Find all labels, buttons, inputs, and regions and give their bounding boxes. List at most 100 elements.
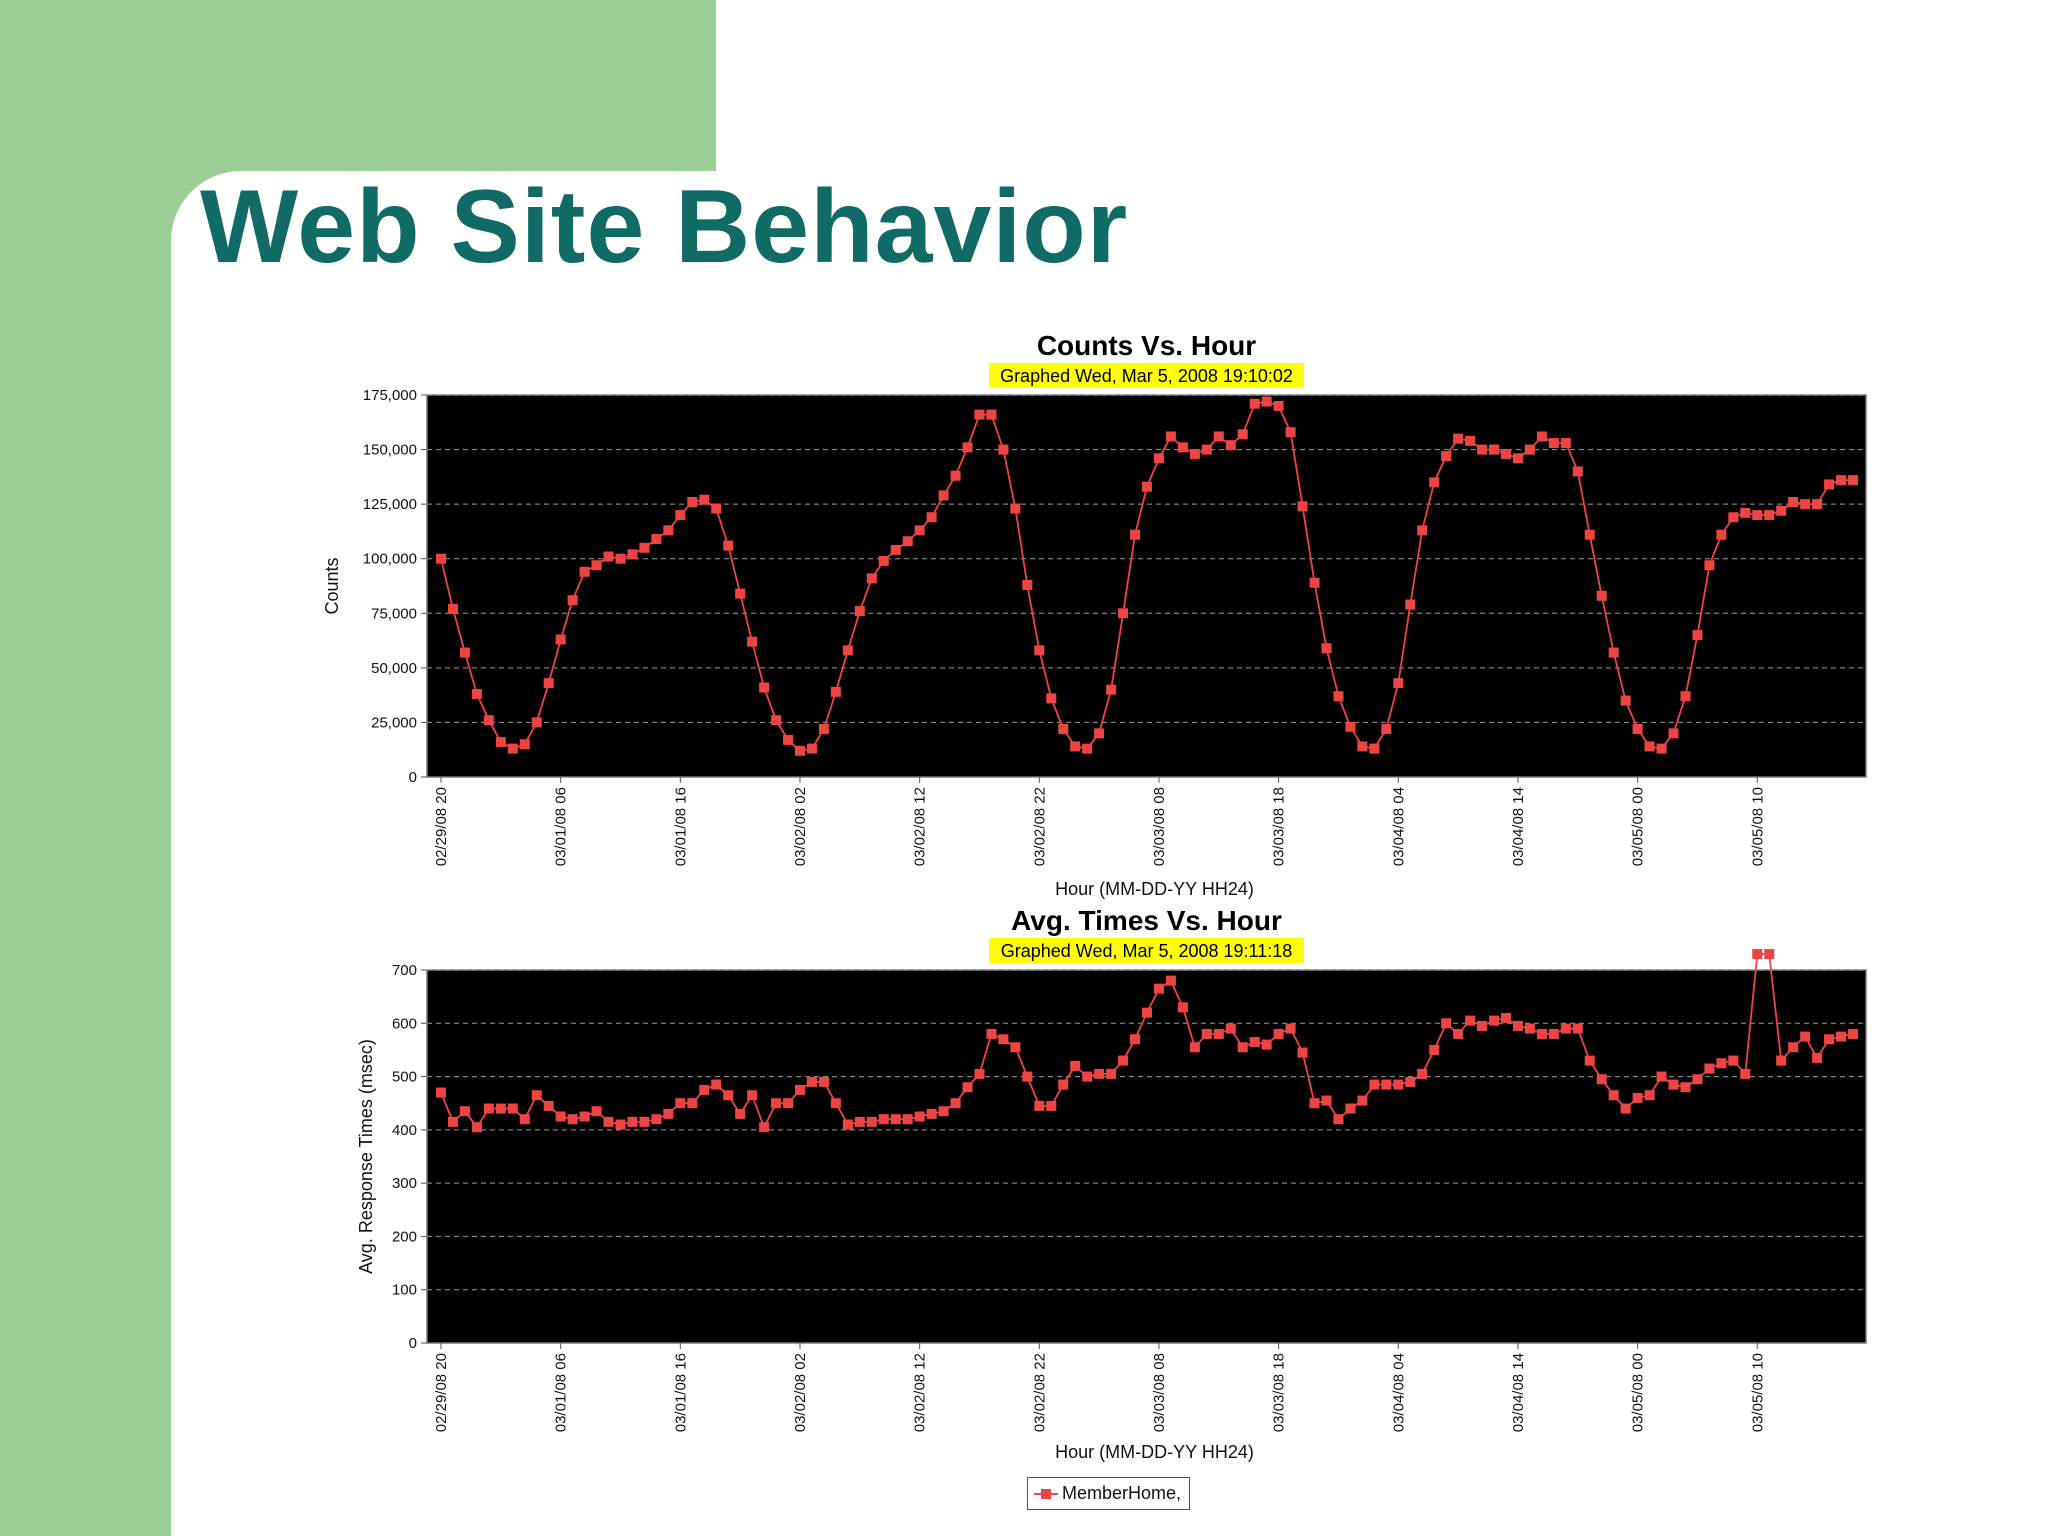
- data-point: [1058, 1079, 1069, 1090]
- y-tick-label: 0: [409, 769, 417, 786]
- y-tick-label: 150,000: [363, 442, 417, 459]
- data-point: [507, 1103, 518, 1114]
- x-tick-label: 03/01/08 16: [672, 1353, 689, 1432]
- data-point: [591, 1106, 602, 1117]
- data-point: [1740, 1068, 1751, 1079]
- data-point: [459, 1106, 470, 1117]
- data-point: [938, 1106, 949, 1117]
- data-point: [1680, 1082, 1691, 1093]
- data-point: [1357, 741, 1368, 752]
- data-point: [1477, 1020, 1488, 1031]
- data-point: [1500, 1012, 1511, 1023]
- data-point: [926, 512, 937, 523]
- data-point: [1512, 1020, 1523, 1031]
- x-tick-label: 03/02/08 02: [792, 787, 809, 866]
- data-point: [735, 1108, 746, 1119]
- data-point: [1620, 695, 1631, 706]
- data-point: [723, 1090, 734, 1101]
- data-point: [555, 634, 566, 645]
- data-point: [1644, 741, 1655, 752]
- data-point: [1692, 630, 1703, 641]
- data-point: [1237, 1042, 1248, 1053]
- x-tick-label: 02/29/08 20: [433, 787, 450, 866]
- data-point: [1237, 429, 1248, 440]
- data-point: [519, 739, 530, 750]
- data-point: [866, 573, 877, 584]
- data-point: [1345, 721, 1356, 732]
- data-point: [1177, 1002, 1188, 1013]
- data-point: [1728, 1055, 1739, 1066]
- data-point: [1560, 438, 1571, 449]
- data-point: [1584, 529, 1595, 540]
- data-point: [1189, 1042, 1200, 1053]
- data-point: [1417, 525, 1428, 536]
- x-tick-label: 03/01/08 16: [672, 787, 689, 866]
- data-point: [1429, 1044, 1440, 1055]
- data-point: [1333, 691, 1344, 702]
- data-point: [1249, 398, 1260, 409]
- x-tick-label: 03/05/08 10: [1749, 1353, 1766, 1432]
- data-point: [1596, 590, 1607, 601]
- data-point: [806, 1076, 817, 1087]
- data-point: [1812, 499, 1823, 510]
- data-point: [1548, 438, 1559, 449]
- data-point: [962, 1082, 973, 1093]
- data-point: [471, 689, 482, 700]
- data-point: [1572, 466, 1583, 477]
- data-point: [1500, 448, 1511, 459]
- data-point: [519, 1114, 530, 1125]
- data-point: [1309, 1098, 1320, 1109]
- x-tick-label: 03/03/08 18: [1271, 1353, 1288, 1432]
- data-point: [1082, 743, 1093, 754]
- legend: MemberHome,: [1027, 1477, 1190, 1510]
- data-point: [986, 1028, 997, 1039]
- data-point: [1740, 507, 1751, 518]
- data-point: [543, 678, 554, 689]
- data-point: [914, 1111, 925, 1122]
- data-point: [794, 1084, 805, 1095]
- data-point: [1118, 608, 1129, 619]
- data-point: [890, 1114, 901, 1125]
- data-point: [771, 715, 782, 726]
- data-point: [1608, 1090, 1619, 1101]
- data-point: [495, 1103, 506, 1114]
- y-tick-label: 100,000: [363, 551, 417, 568]
- x-tick-label: 03/04/08 04: [1390, 1353, 1407, 1432]
- x-axis-label: Hour (MM-DD-YY HH24): [1055, 879, 1254, 899]
- chart-2: Avg. Times Vs. Hour Graphed Wed, Mar 5, 2…: [356, 905, 1867, 1462]
- data-point: [1357, 1095, 1368, 1106]
- x-tick-label: 03/02/08 12: [912, 1353, 929, 1432]
- y-tick-label: 700: [392, 962, 417, 979]
- data-point: [1548, 1028, 1559, 1039]
- data-point: [974, 1068, 985, 1079]
- data-point: [1142, 481, 1152, 492]
- data-point: [1417, 1068, 1428, 1079]
- data-point: [507, 743, 518, 754]
- data-point: [1620, 1103, 1631, 1114]
- plot-area: [426, 969, 1867, 1344]
- data-point: [1692, 1074, 1703, 1085]
- data-point: [723, 540, 734, 551]
- data-point: [1453, 1028, 1464, 1039]
- data-point: [436, 553, 446, 564]
- data-point: [1788, 1042, 1799, 1053]
- data-point: [878, 555, 889, 566]
- data-point: [1297, 501, 1308, 512]
- legend-label: MemberHome,: [1062, 1483, 1182, 1503]
- data-point: [1034, 645, 1045, 656]
- data-point: [627, 1116, 638, 1127]
- data-point: [1022, 1071, 1033, 1082]
- rounded-corner: [171, 171, 311, 311]
- data-point: [1189, 448, 1200, 459]
- data-point: [998, 1034, 1009, 1045]
- data-point: [1381, 1079, 1392, 1090]
- data-point: [783, 734, 794, 745]
- data-point: [711, 1079, 722, 1090]
- data-point: [663, 525, 674, 536]
- data-point: [974, 409, 985, 420]
- data-point: [1704, 560, 1715, 571]
- data-point: [1082, 1071, 1093, 1082]
- side-green-band: [0, 0, 171, 1536]
- data-point: [675, 510, 686, 521]
- data-point: [902, 536, 913, 547]
